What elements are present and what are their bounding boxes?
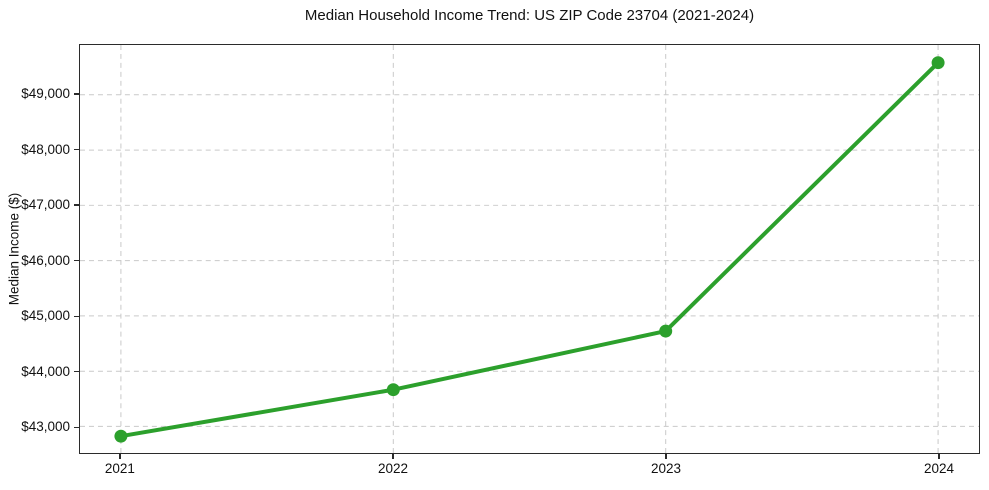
y-tick-label: $44,000 [21,363,70,379]
x-tick-mark [119,454,121,459]
line-chart-canvas [80,45,979,453]
y-tick-label: $49,000 [21,86,70,101]
y-tick-mark [74,148,79,151]
y-tick-label: $46,000 [21,252,70,268]
x-tick-label: 2021 [104,461,135,476]
x-tick-mark [392,454,394,459]
y-tick-mark [74,371,79,373]
x-tick-mark [938,454,940,459]
x-tick-label: 2023 [650,461,682,476]
y-tick-mark [74,315,79,317]
x-tick-label: 2022 [377,461,408,476]
y-tick-label: $47,000 [21,197,70,213]
y-tick-label: $43,000 [21,419,70,435]
x-tick-label: 2024 [924,461,955,476]
y-tick-label: $45,000 [21,308,70,324]
y-tick-mark [74,204,79,206]
y-tick-mark [74,426,79,429]
chart-title: Median Household Income Trend: US ZIP Co… [304,7,755,24]
y-tick-mark [74,93,79,95]
y-tick-mark [74,259,79,262]
y-tick-label: $48,000 [21,141,70,157]
x-tick-mark [665,454,667,459]
plot-area [79,44,980,454]
